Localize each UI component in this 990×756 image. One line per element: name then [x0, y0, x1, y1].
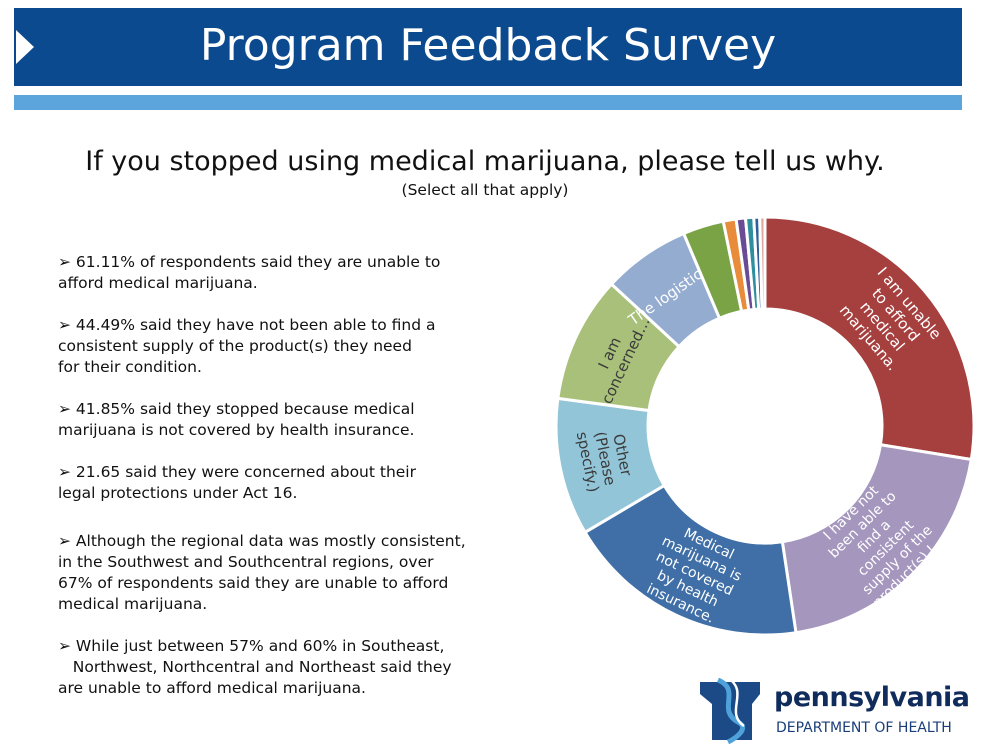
finding-text: While just between 57% and 60% in Southe… [75, 637, 445, 655]
donut-slice [780, 443, 974, 635]
finding-item: ➢ 21.65 said they were concerned about t… [58, 462, 528, 504]
bullet-arrow-icon: ➢ [58, 400, 76, 418]
title-banner: Program Feedback Survey [14, 8, 962, 86]
keystone-icon [700, 676, 760, 745]
finding-text: in the Southwest and Southcentral region… [58, 553, 434, 571]
finding-text: for their condition. [58, 358, 202, 376]
finding-text: medical marijuana. [58, 595, 208, 613]
donut-slice [763, 215, 976, 462]
finding-item: ➢ 61.11% of respondents said they are un… [58, 252, 528, 294]
finding-line: ➢ While just between 57% and 60% in Sout… [58, 636, 528, 657]
finding-text: 61.11% of respondents said they are unab… [75, 253, 441, 271]
finding-item: ➢ 44.49% said they have not been able to… [58, 315, 528, 378]
finding-line: are unable to afford medical marijuana. [58, 678, 528, 699]
finding-text: 67% of respondents said they are unable … [58, 574, 449, 592]
finding-item: ➢ While just between 57% and 60% in Sout… [58, 636, 528, 699]
finding-line: marijuana is not covered by health insur… [58, 420, 528, 441]
bullet-arrow-icon: ➢ [58, 637, 76, 655]
survey-instruction: (Select all that apply) [401, 181, 569, 199]
finding-text: 21.65 said they were concerned about the… [75, 463, 416, 481]
finding-line: ➢ 41.85% said they stopped because medic… [58, 399, 528, 420]
finding-line: medical marijuana. [58, 594, 528, 615]
logo-wordmark: pennsylvania [774, 682, 970, 713]
finding-text: Although the regional data was mostly co… [75, 532, 466, 550]
accent-bar [14, 95, 962, 110]
pa-health-logo: pennsylvania DEPARTMENT OF HEALTH [698, 676, 970, 746]
bullet-arrow-icon: ➢ [58, 532, 76, 550]
finding-text: afford medical marijuana. [58, 274, 258, 292]
arrow-icon [16, 30, 34, 64]
finding-line: 67% of respondents said they are unable … [58, 573, 528, 594]
finding-line: in the Southwest and Southcentral region… [58, 552, 528, 573]
bullet-arrow-icon: ➢ [58, 316, 76, 334]
finding-line: consistent supply of the product(s) they… [58, 336, 528, 357]
finding-text: 44.49% said they have not been able to f… [75, 316, 436, 334]
logo-department: DEPARTMENT OF HEALTH [776, 720, 952, 736]
finding-line: for their condition. [58, 357, 528, 378]
finding-text: marijuana is not covered by health insur… [58, 421, 415, 439]
finding-line: ➢ 61.11% of respondents said they are un… [58, 252, 528, 273]
donut-slice [758, 215, 767, 311]
finding-line: legal protections under Act 16. [58, 483, 528, 504]
finding-line: ➢ 21.65 said they were concerned about t… [58, 462, 528, 483]
finding-line: Northwest, Northcentral and Northeast sa… [58, 657, 528, 678]
bullet-arrow-icon: ➢ [58, 463, 76, 481]
finding-text: Northwest, Northcentral and Northeast sa… [58, 658, 452, 676]
survey-question: If you stopped using medical marijuana, … [85, 146, 885, 177]
finding-text: consistent supply of the product(s) they… [58, 337, 412, 355]
finding-line: ➢ 44.49% said they have not been able to… [58, 315, 528, 336]
finding-text: legal protections under Act 16. [58, 484, 298, 502]
finding-line: ➢ Although the regional data was mostly … [58, 531, 528, 552]
finding-text: 41.85% said they stopped because medical [75, 400, 415, 418]
bullet-arrow-icon: ➢ [58, 253, 76, 271]
finding-item: ➢ Although the regional data was mostly … [58, 531, 528, 615]
donut-slice [582, 483, 798, 637]
finding-text: are unable to afford medical marijuana. [58, 679, 366, 697]
slide-title: Program Feedback Survey [199, 20, 777, 71]
finding-item: ➢ 41.85% said they stopped because medic… [58, 399, 528, 441]
finding-line: afford medical marijuana. [58, 273, 528, 294]
